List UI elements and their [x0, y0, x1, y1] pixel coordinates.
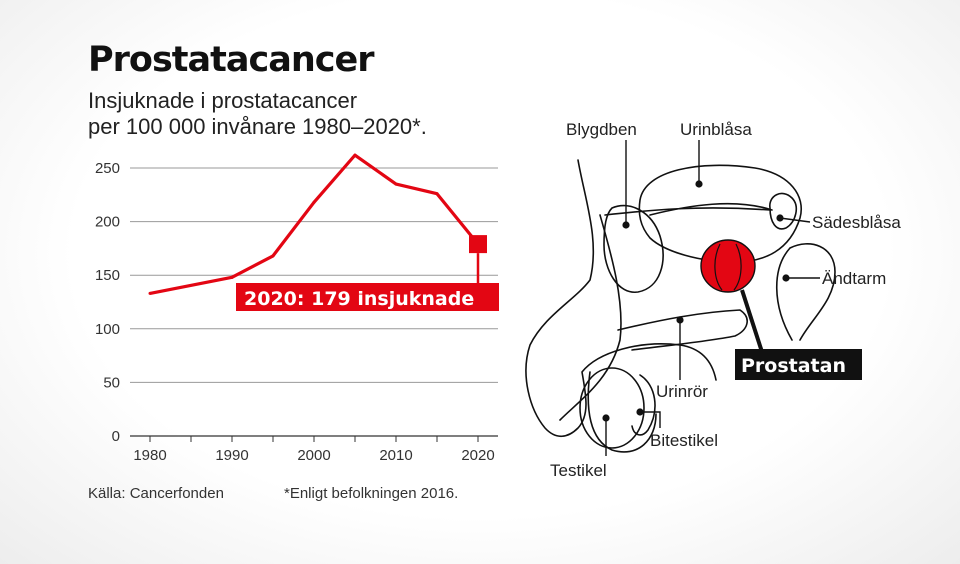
urethra	[559, 214, 622, 421]
label-urinblasa: Urinblåsa	[680, 120, 752, 139]
callout-box	[236, 283, 499, 311]
label-blygdben: Blygdben	[566, 120, 637, 139]
y-tick-label: 50	[103, 374, 120, 391]
rectum	[775, 243, 836, 341]
dot-urinblasa	[695, 180, 703, 188]
data-point	[435, 192, 439, 196]
testicle	[579, 367, 645, 449]
prostate-shape	[700, 239, 756, 293]
y-tick-label: 150	[95, 267, 120, 284]
epididymis	[631, 374, 656, 436]
footnote: *Enligt befolkningen 2016.	[284, 485, 459, 502]
source-note: Källa: Cancerfonden	[88, 485, 224, 502]
end-marker	[469, 235, 487, 254]
data-point	[230, 275, 234, 279]
y-tick-label: 100	[95, 321, 120, 338]
y-tick-label: 200	[95, 214, 120, 231]
subtitle-line-1: Insjuknade i prostatacancer	[88, 88, 358, 113]
prostate-pointer	[740, 289, 764, 353]
x-axis: 1980 1990 2000 2010 2020	[130, 435, 498, 464]
chart-subtitle: Insjuknade i prostatacancer per 100 000 …	[88, 88, 427, 140]
dot-testikel	[602, 414, 610, 422]
seminal-vesicle	[769, 192, 798, 230]
series-line	[149, 153, 480, 295]
vas-deferens	[617, 309, 748, 351]
x-tick-label: 2010	[379, 447, 412, 464]
data-point	[312, 200, 316, 204]
x-tick-label: 1990	[215, 447, 248, 464]
leader-sadesblasa	[779, 217, 811, 223]
dot-sadesblasa	[776, 214, 784, 222]
pubic-bone	[603, 204, 664, 293]
leader-bitestikel	[640, 411, 661, 428]
chart-title: Prostatacancer	[88, 40, 375, 80]
x-tick-label: 1980	[133, 447, 166, 464]
scrotum	[587, 371, 657, 453]
callout-label: 2020: 179 insjuknade	[244, 288, 474, 310]
chart-annotation: 2020: 179 insjuknade	[236, 235, 499, 311]
x-tick-label: 2000	[297, 447, 330, 464]
y-axis-ticks: 0 50 100 150 200 250	[95, 160, 120, 445]
subtitle-line-2: per 100 000 invånare 1980–2020*.	[88, 114, 427, 139]
label-sadesblasa: Sädesblåsa	[812, 213, 901, 232]
dot-andtarm	[782, 274, 790, 282]
data-point	[353, 153, 357, 157]
chart-grid	[130, 167, 498, 383]
bladder-outline	[638, 164, 802, 263]
data-point	[148, 291, 152, 295]
label-prostatan: Prostatan	[741, 355, 846, 377]
label-testikel: Testikel	[550, 461, 607, 480]
body-outline	[525, 159, 717, 438]
dot-blygdben	[622, 221, 630, 229]
y-tick-label: 0	[112, 428, 120, 445]
y-tick-label: 250	[95, 160, 120, 177]
x-tick-label: 2020	[461, 447, 494, 464]
dot-bitestikel	[636, 408, 644, 416]
data-point	[271, 254, 275, 258]
chart-series	[148, 153, 480, 295]
dot-urinror	[676, 316, 684, 324]
label-urinror: Urinrör	[656, 382, 708, 401]
data-point	[394, 182, 398, 186]
bladder-inner	[649, 202, 773, 216]
prostatan-label-bg	[735, 349, 862, 380]
urethra-2	[604, 207, 771, 216]
label-bitestikel: Bitestikel	[650, 431, 718, 450]
label-andtarm: Ändtarm	[822, 269, 886, 288]
